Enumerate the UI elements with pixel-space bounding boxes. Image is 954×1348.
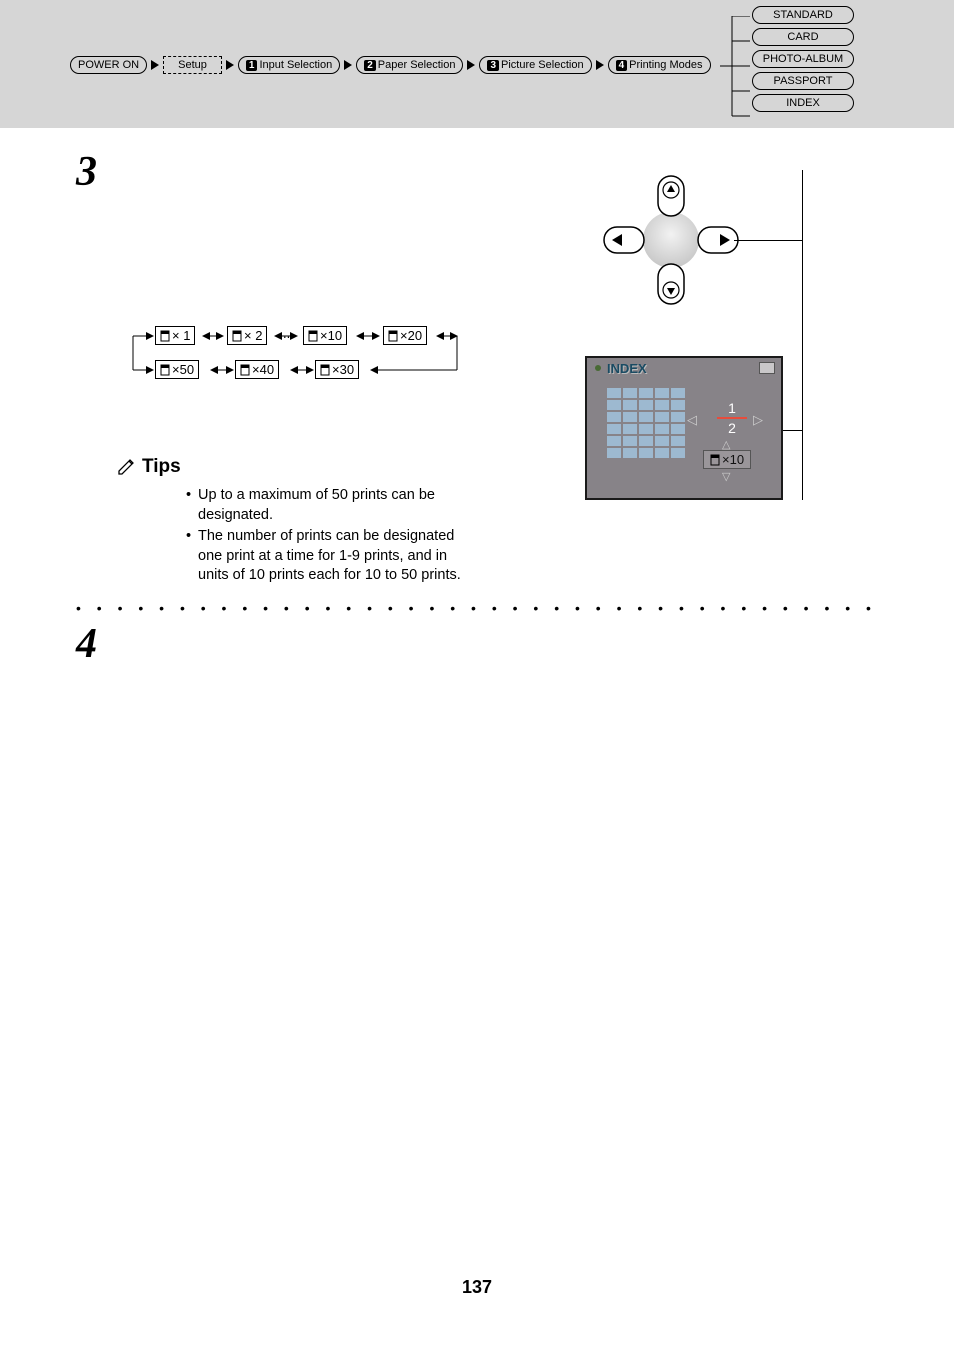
index-count: ×10 (703, 450, 751, 469)
mode-passport: PASSPORT (752, 72, 854, 90)
dotted-separator: • • • • • • • • • • • • • • • • • • • • … (76, 600, 886, 616)
count-box: × 2 (227, 326, 267, 345)
index-count-label: ×10 (722, 452, 744, 467)
count-label: × 1 (172, 328, 190, 343)
mode-index: INDEX (752, 94, 854, 112)
connector-line (782, 430, 802, 431)
count-label: × 2 (244, 328, 262, 343)
count-label: ×10 (320, 328, 342, 343)
pill-input: 1Input Selection (238, 56, 340, 74)
tip-item: Up to a maximum of 50 prints can be desi… (186, 486, 476, 525)
tips-title: Tips (142, 456, 181, 478)
mode-photoalbum: PHOTO-ALBUM (752, 50, 854, 68)
step-3-number: 3 (76, 148, 97, 196)
pill-power: POWER ON (70, 56, 147, 74)
index-header: INDEX (587, 358, 781, 378)
connector-line (734, 240, 802, 241)
count-box: ×10 (303, 326, 347, 345)
tip-item: The number of prints can be designated o… (186, 527, 476, 586)
breadcrumb: POWER ON Setup 1Input Selection 2Paper S… (70, 56, 711, 74)
count-label: ×50 (172, 362, 194, 377)
tips-section: Tips Up to a maximum of 50 prints can be… (116, 456, 476, 588)
ellipsis: ... (283, 326, 294, 341)
chevron-right-icon (596, 60, 604, 70)
thumbnail-grid (607, 388, 685, 458)
chevron-right-icon (467, 60, 475, 70)
index-screen: INDEX ◁ 1 2 ▷ △ ×10 ▽ (585, 356, 783, 500)
pill-label: Picture Selection (501, 59, 584, 71)
index-title: INDEX (607, 361, 647, 376)
pill-paper: 2Paper Selection (356, 56, 463, 74)
pill-num: 3 (487, 60, 499, 71)
count-box: × 1 (155, 326, 195, 345)
page-number: 137 (0, 1277, 954, 1298)
frac-top: 1 (717, 400, 747, 416)
count-label: ×40 (252, 362, 274, 377)
count-label: ×20 (400, 328, 422, 343)
mode-tree: STANDARD CARD PHOTO-ALBUM PASSPORT INDEX (752, 6, 854, 116)
count-box: ×30 (315, 360, 359, 379)
dpad-icon (596, 170, 806, 320)
pill-setup: Setup (163, 56, 222, 74)
chevron-right-icon (151, 60, 159, 70)
count-diagram: × 1 × 2 ... ×10 ×20 ×50 ×40 ×30 (125, 320, 475, 392)
arrow-left-icon: ◁ (687, 412, 697, 428)
pill-printing: 4Printing Modes (608, 56, 711, 74)
card-icon (759, 362, 775, 374)
mode-standard: STANDARD (752, 6, 854, 24)
connector-line (802, 170, 803, 500)
bullet-icon (593, 363, 603, 373)
header-band: POWER ON Setup 1Input Selection 2Paper S… (0, 0, 954, 128)
pill-label: Paper Selection (378, 59, 456, 71)
tree-connector (720, 16, 750, 116)
index-body: ◁ 1 2 ▷ △ ×10 ▽ (587, 378, 781, 502)
pill-num: 2 (364, 60, 376, 71)
chevron-right-icon (226, 60, 234, 70)
page-fraction: 1 2 (717, 400, 747, 436)
pill-label: Input Selection (259, 59, 332, 71)
pill-num: 1 (246, 60, 258, 71)
count-label: ×30 (332, 362, 354, 377)
count-box: ×40 (235, 360, 279, 379)
pill-picture: 3Picture Selection (479, 56, 591, 74)
step-4-number: 4 (76, 620, 97, 668)
pill-label: Printing Modes (629, 59, 702, 71)
tips-heading: Tips (116, 456, 476, 478)
frac-bottom: 2 (717, 420, 747, 436)
count-box: ×50 (155, 360, 199, 379)
chevron-right-icon (344, 60, 352, 70)
arrow-down-icon: ▽ (722, 470, 730, 483)
pencil-icon (116, 456, 138, 478)
mode-card: CARD (752, 28, 854, 46)
count-box: ×20 (383, 326, 427, 345)
pill-num: 4 (616, 60, 628, 71)
arrow-right-icon: ▷ (753, 412, 763, 428)
